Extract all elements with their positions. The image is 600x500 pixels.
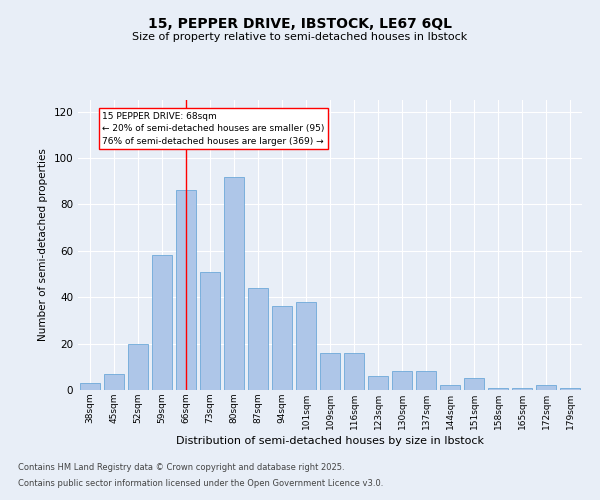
Bar: [392, 372, 412, 390]
Bar: [272, 306, 292, 390]
Bar: [248, 288, 268, 390]
Bar: [560, 388, 580, 390]
Bar: [200, 272, 220, 390]
Bar: [464, 378, 484, 390]
Bar: [320, 353, 340, 390]
Bar: [416, 372, 436, 390]
X-axis label: Distribution of semi-detached houses by size in Ibstock: Distribution of semi-detached houses by …: [176, 436, 484, 446]
Bar: [296, 302, 316, 390]
Bar: [488, 388, 508, 390]
Bar: [512, 388, 532, 390]
Bar: [368, 376, 388, 390]
Bar: [344, 353, 364, 390]
Bar: [128, 344, 148, 390]
Text: Contains public sector information licensed under the Open Government Licence v3: Contains public sector information licen…: [18, 478, 383, 488]
Bar: [536, 386, 556, 390]
Text: 15 PEPPER DRIVE: 68sqm
← 20% of semi-detached houses are smaller (95)
76% of sem: 15 PEPPER DRIVE: 68sqm ← 20% of semi-det…: [102, 112, 325, 146]
Text: 15, PEPPER DRIVE, IBSTOCK, LE67 6QL: 15, PEPPER DRIVE, IBSTOCK, LE67 6QL: [148, 18, 452, 32]
Bar: [80, 383, 100, 390]
Y-axis label: Number of semi-detached properties: Number of semi-detached properties: [38, 148, 48, 342]
Bar: [104, 374, 124, 390]
Bar: [176, 190, 196, 390]
Bar: [152, 256, 172, 390]
Bar: [440, 386, 460, 390]
Text: Contains HM Land Registry data © Crown copyright and database right 2025.: Contains HM Land Registry data © Crown c…: [18, 464, 344, 472]
Bar: [224, 176, 244, 390]
Text: Size of property relative to semi-detached houses in Ibstock: Size of property relative to semi-detach…: [133, 32, 467, 42]
